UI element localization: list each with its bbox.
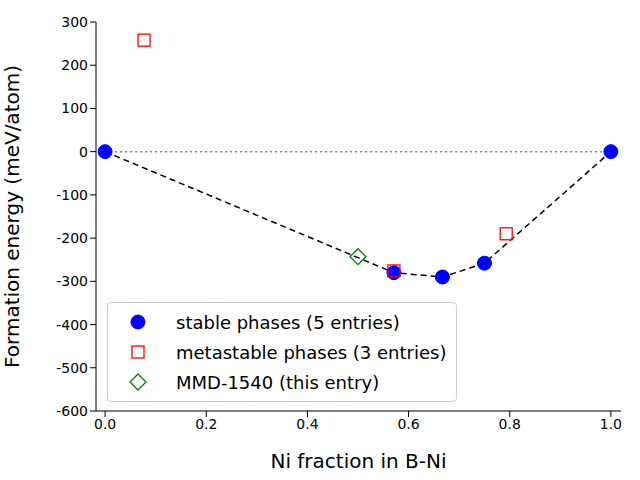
svg-text:0.0: 0.0 [94,416,116,432]
svg-text:-400: -400 [56,317,88,333]
html-text:MMD-1540 (this entry): MMD-1540 (this entry) [176,371,380,393]
html-text:stable phases (5 entries): stable phases (5 entries) [176,311,400,333]
svg-text:0.8: 0.8 [499,416,521,432]
svg-text:Ni fraction in B-Ni: Ni fraction in B-Ni [270,449,446,473]
svg-text:0.4: 0.4 [296,416,318,432]
svg-text:0: 0 [79,144,88,160]
svg-text:1.0: 1.0 [600,416,622,432]
svg-text:Formation energy (meV/atom): Formation energy (meV/atom) [8,65,24,368]
svg-text:0.2: 0.2 [195,416,217,432]
svg-text:-300: -300 [56,273,88,289]
svg-text:-100: -100 [56,187,88,203]
svg-text:0.6: 0.6 [397,416,419,432]
svg-text:-600: -600 [56,403,88,419]
svg-text:200: 200 [61,57,88,73]
svg-text:-500: -500 [56,360,88,376]
svg-text:300: 300 [61,14,88,30]
svg-text:-200: -200 [56,230,88,246]
html-text:metastable phases (3 entries): metastable phases (3 entries) [176,341,447,363]
svg-text:100: 100 [61,100,88,116]
